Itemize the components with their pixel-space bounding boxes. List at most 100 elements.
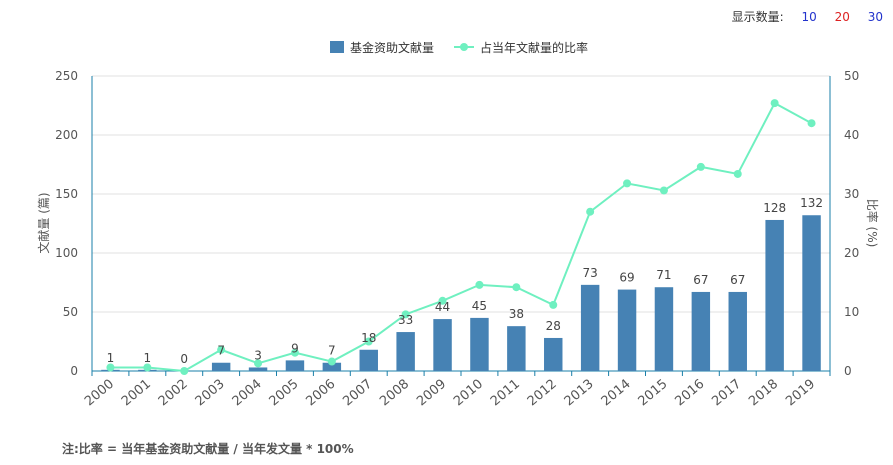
x-tick-label: 2002: [156, 377, 191, 410]
display-count-option-30[interactable]: 30: [867, 10, 883, 24]
bar-value-label: 73: [583, 266, 598, 280]
ratio-point: [364, 337, 373, 346]
bar-value-label: 38: [509, 307, 524, 321]
legend-line-label: 占当年文献量的比率: [480, 40, 588, 55]
bar: [728, 291, 747, 371]
bar: [359, 349, 378, 371]
display-count-label: 显示数量:: [731, 10, 784, 24]
bar-value-label: 67: [730, 273, 745, 287]
bar-value-label: 44: [435, 300, 450, 314]
bar-value-label: 7: [217, 344, 225, 358]
legend-line-marker: [460, 43, 468, 51]
y2-tick-label: 10: [844, 305, 859, 319]
bar: [285, 360, 305, 371]
bar-value-label: 9: [291, 341, 299, 355]
y-tick-label: 100: [55, 246, 78, 260]
ratio-point: [217, 345, 226, 354]
x-tick-label: 2001: [119, 377, 154, 410]
x-tick-label: 2005: [267, 377, 302, 410]
x-tick-label: 2018: [746, 377, 781, 410]
y2-tick-label: 50: [844, 69, 859, 83]
ratio-point: [327, 357, 336, 366]
x-tick-label: 2010: [451, 377, 486, 410]
bar: [396, 332, 415, 371]
x-tick-label: 2019: [783, 377, 818, 410]
ratio-point: [659, 186, 668, 195]
ratio-point: [290, 348, 299, 357]
bar-value-label: 128: [763, 201, 786, 215]
bar-value-label: 18: [361, 331, 376, 345]
ratio-point: [180, 367, 189, 375]
y-tick-label: 200: [55, 128, 78, 142]
ratio-point: [254, 359, 263, 368]
bar-value-label: 71: [656, 268, 671, 282]
ratio-point: [401, 310, 410, 319]
bar: [544, 337, 563, 371]
ratio-point: [586, 207, 595, 216]
x-tick-label: 2000: [82, 377, 117, 410]
ratio-point: [512, 283, 521, 292]
bar-value-label: 45: [472, 299, 487, 313]
bar: [211, 362, 231, 371]
legend-bar-label: 基金资助文献量: [350, 40, 434, 55]
ratio-point: [549, 300, 558, 309]
legend: 基金资助文献量 占当年文献量的比率: [330, 40, 588, 55]
bar: [507, 326, 526, 371]
bar-value-label: 7: [328, 344, 336, 358]
bar-value-label: 28: [546, 319, 561, 333]
x-tick-label: 2011: [488, 377, 523, 410]
x-tick-label: 2008: [377, 377, 412, 410]
x-tick-label: 2004: [230, 377, 265, 410]
ratio-point: [696, 162, 705, 171]
x-tick-label: 2012: [525, 377, 560, 410]
ratio-point: [143, 363, 152, 372]
bar: [248, 367, 268, 371]
bar-value-label: 69: [619, 271, 634, 285]
ratio-point: [733, 169, 742, 178]
bar-value-label: 1: [107, 351, 115, 365]
y2-axis-title: 比率 (%): [865, 199, 880, 248]
bar-value-label: 0: [180, 352, 188, 366]
y2-tick-label: 40: [844, 128, 859, 142]
display-count-control: 显示数量: 10 20 30: [732, 8, 883, 25]
bar: [654, 287, 674, 371]
legend-bar-swatch: [330, 41, 344, 53]
x-tick-label: 2007: [340, 377, 375, 410]
bar-series: [101, 215, 821, 371]
line-series: [106, 99, 816, 375]
ratio-line: [110, 101, 813, 373]
ratio-point: [106, 363, 115, 372]
ratio-point: [475, 280, 484, 289]
y2-tick-label: 30: [844, 187, 859, 201]
display-count-option-20[interactable]: 20: [834, 10, 850, 24]
y-tick-label: 250: [55, 69, 78, 83]
bar: [433, 319, 452, 371]
x-tick-label: 2003: [193, 377, 228, 410]
x-tick-label: 2006: [303, 377, 338, 410]
y-tick-label: 50: [63, 305, 78, 319]
bar: [322, 362, 342, 371]
bar-value-label: 132: [800, 196, 823, 210]
ratio-point: [623, 179, 632, 188]
bar: [765, 219, 784, 371]
x-tick-label: 2016: [672, 377, 707, 410]
y2-tick-label: 20: [844, 246, 859, 260]
display-count-option-10[interactable]: 10: [801, 10, 817, 24]
x-tick-label: 2014: [599, 377, 634, 410]
bar: [617, 289, 637, 371]
x-tick-label: 2013: [562, 377, 597, 410]
bar-value-label: 33: [398, 313, 413, 327]
x-tick-label: 2009: [414, 377, 449, 410]
y-axis-title: 文献量 (篇): [36, 192, 51, 253]
bar-value-label: 67: [693, 273, 708, 287]
bar: [470, 317, 489, 371]
bar: [802, 215, 821, 371]
grid-lines: [92, 75, 830, 313]
ratio-point: [438, 296, 447, 305]
bar-value-label: 1: [144, 351, 152, 365]
bar-value-label: 3: [254, 348, 262, 362]
footnote: 注:比率 = 当年基金资助文献量 / 当年发文量 * 100%: [62, 442, 354, 456]
ratio-point: [807, 119, 816, 128]
